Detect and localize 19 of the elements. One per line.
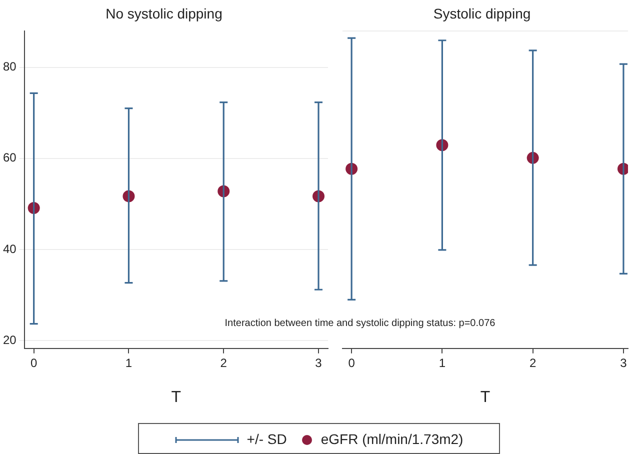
y-tick-label: 40 [2, 242, 17, 256]
x-tick-label: 3 [620, 356, 628, 370]
x-tick-label: 2 [529, 356, 536, 370]
x-tick-label: 1 [125, 356, 132, 370]
chart-title: Systolic dipping [433, 5, 531, 22]
y-tick-label: 60 [2, 150, 17, 165]
x-axis-title: T [480, 388, 490, 406]
legend-label: eGFR (ml/min/1.73m2) [320, 430, 464, 446]
annotation: Interaction between time and systolic dipping status: p=0.076 [224, 318, 496, 329]
x-tick-label: 3 [315, 356, 322, 370]
x-tick-label: 2 [220, 356, 228, 370]
y-tick-label: 20 [2, 332, 17, 347]
x-tick-label: 0 [30, 356, 38, 370]
x-tick-label: 0 [348, 356, 356, 370]
chart-title: No systolic dipping [106, 5, 222, 22]
x-axis-title: T [171, 388, 182, 406]
y-tick-label: 80 [2, 60, 17, 74]
text: +/- SD [246, 430, 287, 446]
x-tick-label: 1 [438, 356, 446, 370]
